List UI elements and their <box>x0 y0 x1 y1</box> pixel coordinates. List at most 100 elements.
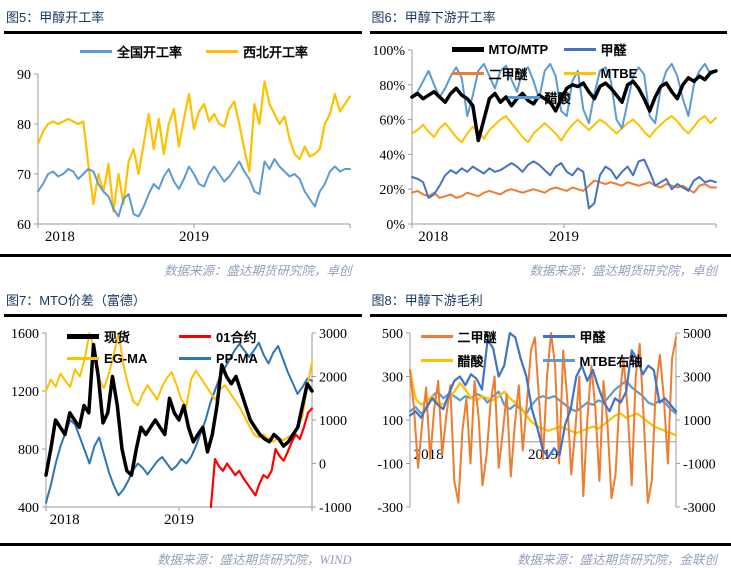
legend-label: 全国开工率 <box>117 42 182 61</box>
legend-item: MTO/MTP <box>452 40 564 59</box>
svg-text:100: 100 <box>382 414 403 429</box>
legend-item: 二甲醚 <box>452 64 564 83</box>
legend-item: 醋酸 <box>421 351 543 370</box>
legend-item: PP-MA <box>179 351 291 366</box>
legend-label: 西北开工率 <box>243 42 308 61</box>
legend-line-swatch <box>452 47 484 52</box>
chart7-source: 数据来源：盛达期货研究院，WIND <box>0 546 366 567</box>
legend-line-swatch <box>421 335 453 338</box>
svg-text:1000: 1000 <box>319 414 347 429</box>
svg-text:2000: 2000 <box>319 371 347 386</box>
legend-label: 01合约 <box>216 327 256 346</box>
legend-item: MTBE右轴 <box>543 351 665 370</box>
chart6-canvas: 100% 80% 60% 40% 20% 0% 2018 2019 MTO/MTP 甲醛二甲醚 MT… <box>370 36 728 254</box>
chart6-panel: 图6：甲醇下游开工率 100% 80% 60% 40% 20% 0% 2018 2019 MTO… <box>366 0 731 254</box>
svg-text:0: 0 <box>319 458 326 473</box>
svg-text:40%: 40% <box>379 148 405 163</box>
chart8-panel: 图8：甲醇下游毛利 500 300 100 -100 -300 5000 3000 1000 -… <box>366 278 731 543</box>
legend-line-swatch <box>67 334 99 339</box>
svg-text:2018: 2018 <box>418 229 448 245</box>
legend-label: 二甲醚 <box>489 64 528 83</box>
legend-line-swatch <box>452 72 484 75</box>
legend-label: 甲醛 <box>580 327 606 346</box>
legend-label: MTBE右轴 <box>580 351 643 370</box>
title-divider <box>370 314 728 317</box>
chart8-title: 图8：甲醇下游毛利 <box>370 278 728 314</box>
chart7-canvas: 1600 1200 800 400 3000 2000 1000 0 -1000 2018 2019… <box>4 319 362 537</box>
legend-label: PP-MA <box>216 351 258 366</box>
svg-text:1000: 1000 <box>683 414 711 429</box>
svg-text:2019: 2019 <box>164 512 194 528</box>
legend-item: MTBE <box>564 64 676 83</box>
chart7-legend: 现货 01合约 EG-MA PP-MA <box>61 327 297 366</box>
svg-text:80: 80 <box>17 118 31 133</box>
legend-label: 醋酸 <box>458 351 484 370</box>
svg-text:-3000: -3000 <box>683 501 716 516</box>
legend-item: 醋酸 <box>508 88 620 107</box>
legend-item: 甲醛 <box>564 40 676 59</box>
svg-text:1200: 1200 <box>11 385 39 400</box>
legend-line-swatch <box>179 335 211 338</box>
legend-item: 全国开工率 <box>80 42 182 61</box>
svg-text:0%: 0% <box>386 218 405 233</box>
svg-text:-100: -100 <box>377 458 403 473</box>
legend-line-swatch <box>179 357 211 360</box>
legend-line-swatch <box>543 335 575 338</box>
legend-line-swatch <box>543 359 575 362</box>
svg-text:2019: 2019 <box>179 229 209 245</box>
svg-text:2019: 2019 <box>549 229 579 245</box>
legend-item: 现货 <box>67 327 179 346</box>
title-divider <box>4 31 362 34</box>
legend-item: 西北开工率 <box>206 42 308 61</box>
svg-text:2018: 2018 <box>50 512 80 528</box>
svg-text:-300: -300 <box>377 501 403 516</box>
chart5-legend: 全国开工率 西北开工率 <box>54 42 334 61</box>
chart8-legend: 二甲醚 甲醛醋酸 MTBE右轴 <box>418 327 668 370</box>
legend-label: 二甲醚 <box>458 327 497 346</box>
legend-label: 甲醛 <box>601 40 627 59</box>
chart7-title: 图7：MTO价差（富德） <box>4 278 362 314</box>
svg-text:60%: 60% <box>379 114 405 129</box>
svg-text:800: 800 <box>18 443 39 458</box>
svg-text:70: 70 <box>17 168 31 183</box>
legend-line-swatch <box>508 96 540 99</box>
svg-text:500: 500 <box>382 327 403 342</box>
legend-line-swatch <box>564 48 596 51</box>
chart6-source: 数据来源：盛达期货研究院，卓创 <box>366 257 731 278</box>
chart5-title: 图5：甲醇开工率 <box>4 0 362 31</box>
legend-item: 甲醛 <box>543 327 665 346</box>
svg-text:2018: 2018 <box>45 229 75 245</box>
chart5-source: 数据来源：盛达期货研究院，卓创 <box>0 257 366 278</box>
svg-text:3000: 3000 <box>319 327 347 342</box>
legend-label: MTO/MTP <box>489 42 549 57</box>
svg-text:-1000: -1000 <box>319 501 352 516</box>
svg-text:-1000: -1000 <box>683 458 716 473</box>
svg-text:20%: 20% <box>379 183 405 198</box>
chart8-source: 数据来源：盛达期货研究院，金联创 <box>366 546 731 567</box>
legend-item: 二甲醚 <box>421 327 543 346</box>
legend-label: 现货 <box>104 327 130 346</box>
legend-label: MTBE <box>601 66 638 81</box>
svg-text:400: 400 <box>18 501 39 516</box>
legend-label: EG-MA <box>104 351 147 366</box>
legend-line-swatch <box>206 50 238 53</box>
svg-text:100%: 100% <box>372 44 405 59</box>
svg-text:1600: 1600 <box>11 327 39 342</box>
bottom-sources-row: 数据来源：盛达期货研究院，WIND 数据来源：盛达期货研究院，金联创 <box>0 546 731 567</box>
title-divider <box>4 314 362 317</box>
svg-text:90: 90 <box>17 68 31 83</box>
svg-text:5000: 5000 <box>683 327 711 342</box>
legend-line-swatch <box>564 72 596 75</box>
legend-item: EG-MA <box>67 351 179 366</box>
svg-text:3000: 3000 <box>683 371 711 386</box>
legend-line-swatch <box>421 359 453 362</box>
top-sources-row: 数据来源：盛达期货研究院，卓创 数据来源：盛达期货研究院，卓创 <box>0 257 731 278</box>
svg-text:80%: 80% <box>379 79 405 94</box>
chart6-title: 图6：甲醇下游开工率 <box>370 0 728 31</box>
svg-text:300: 300 <box>382 371 403 386</box>
chart7-panel: 图7：MTO价差（富德） 1600 1200 800 400 3000 2000 1000 0… <box>0 278 366 543</box>
